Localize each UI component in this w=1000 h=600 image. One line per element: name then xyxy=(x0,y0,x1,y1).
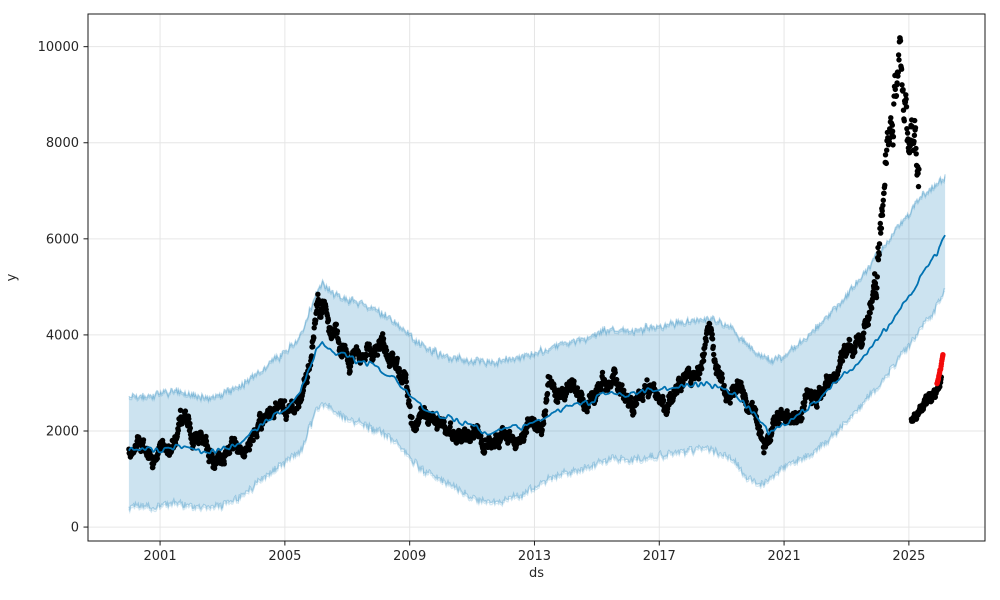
x-tick-label: 2005 xyxy=(268,549,301,564)
x-tick-label: 2025 xyxy=(892,549,925,564)
x-axis-label: ds xyxy=(528,566,545,581)
history-observations-points xyxy=(126,35,922,471)
y-tick-label: 8000 xyxy=(46,136,79,151)
y-tick-label: 2000 xyxy=(46,424,79,439)
axes-frame xyxy=(87,13,986,542)
x-ticks: 2001 2005 2009 2013 2017 2021 2025 xyxy=(144,541,925,564)
x-tick-label: 2001 xyxy=(144,549,177,564)
x-tick-label: 2009 xyxy=(393,549,426,564)
uncertainty-band xyxy=(128,174,946,515)
y-tick-label: 6000 xyxy=(46,232,79,247)
x-tick-label: 2021 xyxy=(768,549,801,564)
y-tick-label: 10000 xyxy=(38,40,79,55)
y-axis-label: y xyxy=(4,273,20,282)
anomaly-observations-points xyxy=(934,352,946,387)
y-tick-label: 0 xyxy=(71,521,79,536)
x-tick-label: 2017 xyxy=(643,549,676,564)
recent-observations-points xyxy=(908,374,944,424)
forecast-line xyxy=(128,234,946,455)
x-tick-label: 2013 xyxy=(518,549,551,564)
y-tick-label: 4000 xyxy=(46,328,79,343)
y-ticks: 0 2000 4000 6000 8000 10000 xyxy=(38,40,88,536)
